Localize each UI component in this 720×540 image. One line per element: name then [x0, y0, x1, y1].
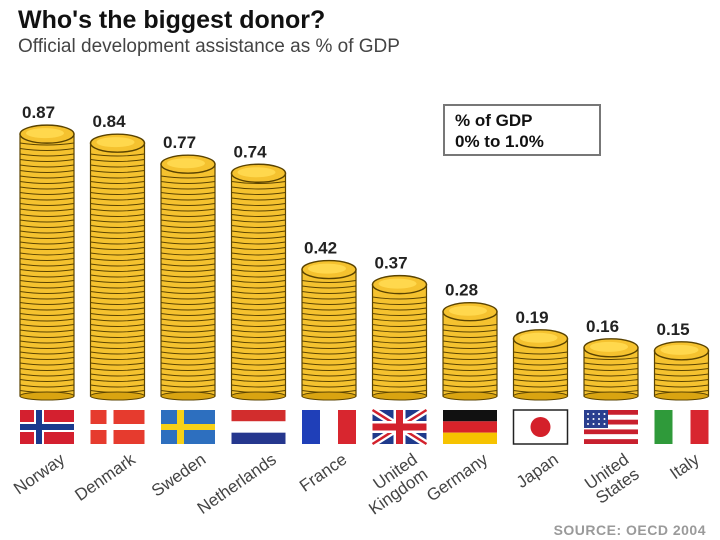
bar-japan: [512, 329, 569, 401]
sweden-flag: [161, 410, 215, 444]
data-label: 0.37: [375, 254, 408, 273]
data-label: 0.87: [22, 103, 55, 122]
bar-germany: [442, 302, 498, 401]
data-label: 0.28: [445, 281, 478, 300]
denmark-flag: [90, 410, 145, 444]
germany-flag: [443, 410, 497, 444]
italy-flag: [654, 410, 709, 444]
japan-flag: [512, 409, 569, 445]
data-label: 0.84: [93, 112, 127, 131]
bar-denmark: [89, 133, 146, 401]
bar-italy: [653, 341, 710, 401]
bar-norway: [19, 124, 75, 401]
bar-netherlands: [230, 163, 287, 401]
bar-sweden: [160, 154, 216, 401]
scale-legend: % of GDP 0% to 1.0%: [443, 104, 601, 156]
category-label: Norway: [10, 449, 69, 498]
data-label: 0.19: [516, 308, 549, 327]
bar-united-states: [583, 338, 639, 401]
usa-flag: [584, 410, 638, 444]
legend-line-2: 0% to 1.0%: [455, 132, 544, 151]
norway-flag: [20, 410, 74, 444]
category-label: Sweden: [148, 450, 209, 501]
bar-united-kingdom: [371, 274, 428, 401]
legend-line-1: % of GDP: [455, 111, 533, 130]
france-flag: [302, 410, 356, 444]
data-label: 0.77: [163, 133, 196, 152]
data-label: 0.42: [304, 239, 337, 258]
data-label: 0.15: [657, 320, 690, 339]
chart-subtitle: Official development assistance as % of …: [18, 36, 400, 57]
category-label: UnitedKingdom: [355, 450, 431, 519]
netherlands-flag: [231, 410, 286, 444]
category-label: Italy: [666, 449, 703, 483]
source-note: SOURCE: OECD 2004: [553, 522, 706, 538]
category-label: France: [296, 450, 350, 496]
data-label: 0.16: [586, 317, 619, 336]
category-label: Netherlands: [194, 450, 280, 518]
data-label: 0.74: [234, 142, 268, 161]
uk-flag: [370, 407, 429, 447]
bar-france: [301, 259, 357, 401]
category-label: Germany: [423, 449, 492, 505]
category-label: Japan: [513, 450, 562, 492]
category-label: UnitedStates: [581, 450, 642, 508]
chart-title: Who's the biggest donor?: [18, 6, 326, 34]
category-label: Denmark: [71, 449, 139, 504]
